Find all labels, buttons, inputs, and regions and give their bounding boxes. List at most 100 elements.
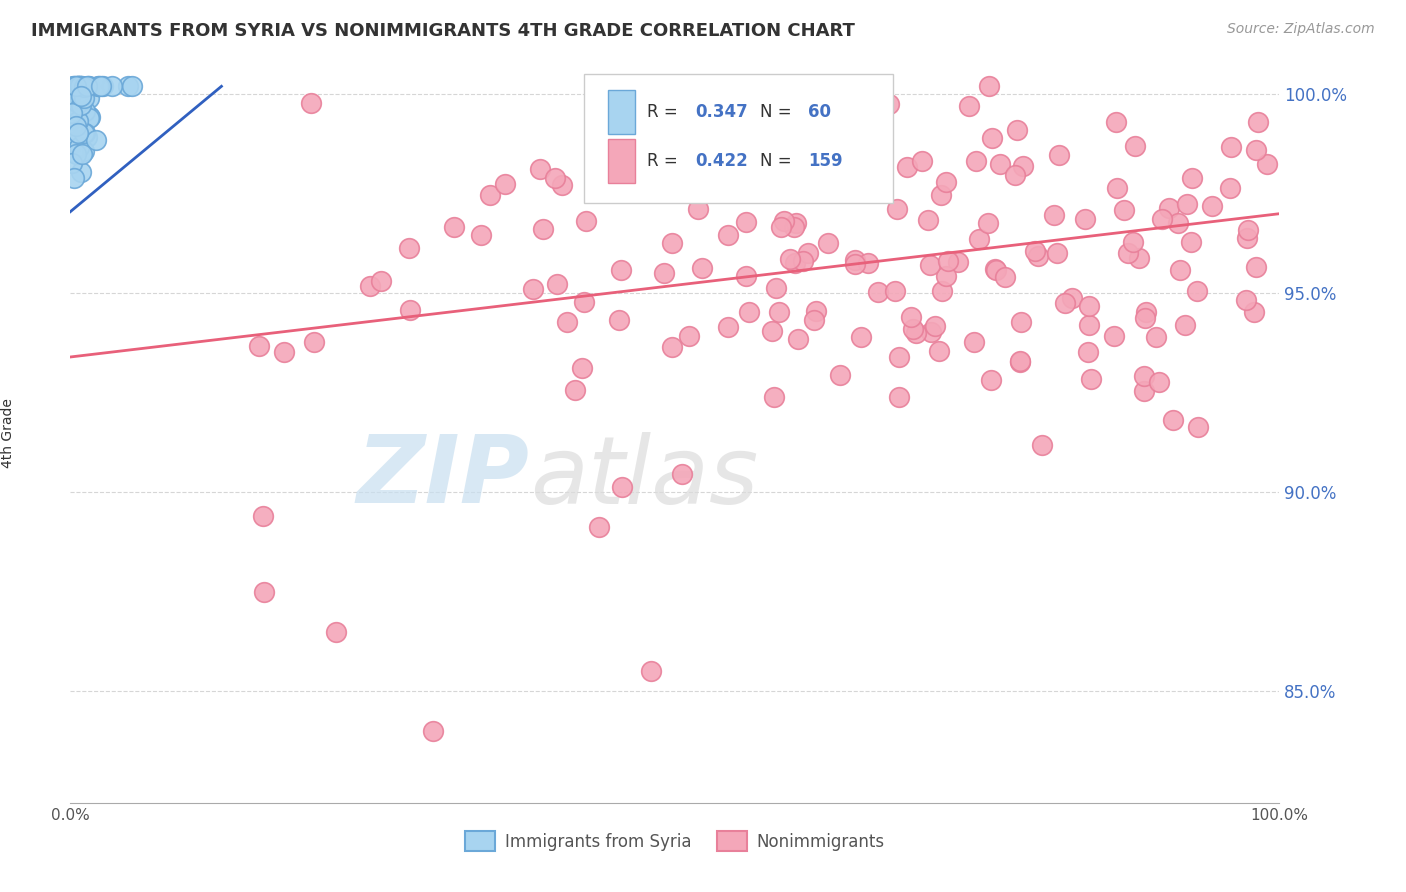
Point [1010,315,1032,329]
Point [785,217,807,231]
Point [904,326,927,341]
Point [988,157,1011,171]
Point [572,295,595,310]
Point [957,99,980,113]
Point [1049,147,1071,161]
Point [1146,330,1168,344]
Text: atlas: atlas [530,432,758,523]
Point [849,330,872,344]
Point [761,324,783,338]
Point [763,390,786,404]
Point [1237,223,1260,237]
Point [65,79,87,94]
Point [1133,368,1156,383]
Point [67,79,90,94]
Text: 0.347: 0.347 [696,103,748,121]
Point [73,144,96,158]
Text: IMMIGRANTS FROM SYRIA VS NONIMMIGRANTS 4TH GRADE CORRELATION CHART: IMMIGRANTS FROM SYRIA VS NONIMMIGRANTS 4… [31,22,855,40]
Point [555,315,578,329]
Point [253,584,276,599]
Point [1078,299,1101,313]
Text: N =: N = [759,103,796,121]
Point [689,79,711,94]
Point [803,313,825,327]
Point [65,103,87,118]
Point [65,117,87,131]
Point [1168,263,1191,277]
Text: R =: R = [647,152,683,169]
Point [63,83,86,97]
Point [844,257,866,271]
Point [70,147,93,161]
Point [359,279,381,293]
Point [661,340,683,354]
Point [73,126,96,140]
Point [1244,143,1267,157]
Point [67,114,90,128]
FancyBboxPatch shape [585,73,893,203]
Point [1236,230,1258,244]
Point [734,268,756,283]
Point [1128,252,1150,266]
Point [671,467,693,482]
Point [690,260,713,275]
Point [994,269,1017,284]
Point [69,79,91,94]
Point [117,79,139,94]
Text: Source: ZipAtlas.com: Source: ZipAtlas.com [1227,22,1375,37]
Point [70,98,93,112]
Point [588,520,610,534]
Point [965,154,987,169]
Point [67,139,90,153]
Point [1180,235,1202,249]
Point [79,110,101,124]
Point [69,94,91,108]
Point [1201,199,1223,213]
Point [883,284,905,298]
Point [610,480,633,494]
Point [754,159,776,173]
Point [981,131,1004,145]
Point [1234,293,1257,307]
Point [783,256,806,270]
Point [63,79,86,94]
Point [70,79,93,94]
Point [494,177,516,191]
Point [73,103,96,118]
Point [887,351,910,365]
Point [70,79,93,94]
Point [65,146,87,161]
Point [1167,216,1189,230]
Point [768,305,790,319]
Point [1031,438,1053,452]
Point [325,624,347,639]
Point [678,328,700,343]
Point [77,79,100,94]
Y-axis label: 4th Grade: 4th Grade [1,398,14,467]
Point [1104,329,1126,343]
Point [73,126,96,140]
Point [887,390,910,404]
Point [986,262,1008,277]
Point [65,94,87,108]
Point [1133,384,1156,399]
Point [443,219,465,234]
Point [1174,318,1197,332]
Point [67,79,90,94]
Point [1024,244,1046,258]
Point [564,383,586,397]
Point [1244,260,1267,275]
Point [66,88,89,103]
Point [63,79,86,94]
Point [1147,375,1170,389]
Point [62,79,84,94]
Point [121,79,143,94]
Point [920,326,942,340]
Point [928,344,950,359]
Point [688,202,710,217]
Point [977,216,1000,230]
Point [1152,211,1174,226]
Text: 0.422: 0.422 [696,152,748,169]
Point [977,79,1000,94]
Text: N =: N = [759,152,796,169]
